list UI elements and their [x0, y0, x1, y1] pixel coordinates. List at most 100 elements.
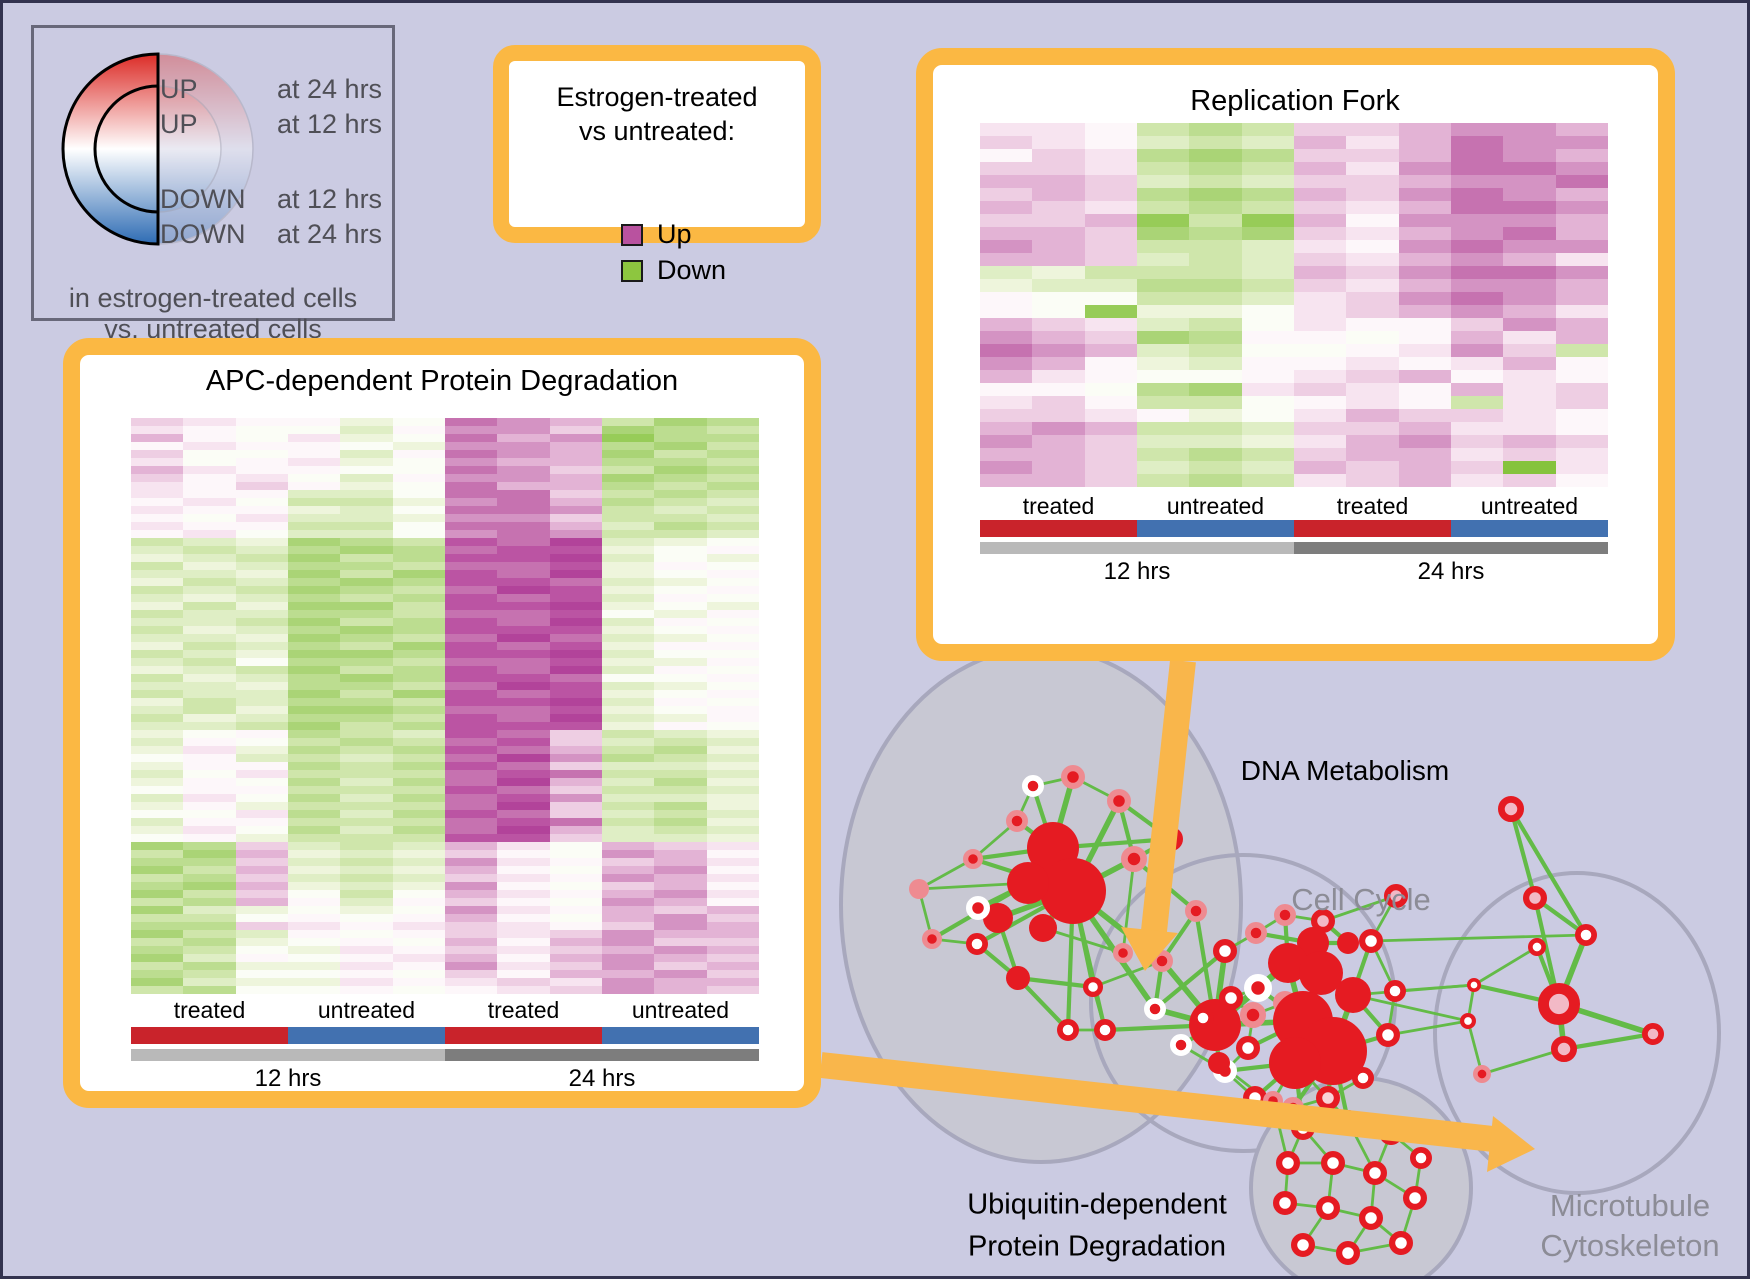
gene-set-node	[1121, 846, 1148, 873]
gene-set-node	[1290, 1232, 1315, 1257]
cluster-label: Cytoskeleton	[1540, 1228, 1720, 1263]
condition-bar-segment	[602, 1027, 759, 1044]
heatmap-row	[131, 826, 759, 834]
gene-set-node	[1315, 1085, 1340, 1110]
apc-panel-title: APC-dependent Protein Degradation	[205, 365, 679, 397]
cluster-label: Protein Degradation	[968, 1230, 1226, 1263]
gene-set-node	[1208, 1052, 1230, 1074]
heatmap-row	[131, 618, 759, 626]
heatmap-row	[131, 626, 759, 634]
ring-half	[93, 84, 160, 214]
heatmap-row	[131, 866, 759, 874]
heatmap-row	[131, 794, 759, 802]
ring-half	[157, 85, 222, 213]
gene-set-node	[909, 879, 929, 899]
network-edge	[1017, 975, 1094, 990]
heatmap-row	[131, 530, 759, 538]
heatmap-row	[131, 954, 759, 962]
gene-set-node	[962, 848, 983, 869]
gene-set-node	[1537, 983, 1580, 1026]
heatmap-row	[131, 890, 759, 898]
gene-set-node	[1060, 764, 1085, 789]
heatmap-row	[131, 538, 759, 546]
heatmap-row	[980, 461, 1608, 474]
heatmap-row	[980, 201, 1608, 214]
heatmap-row	[131, 586, 759, 594]
heatmap-row	[131, 946, 759, 954]
network-edge	[918, 857, 974, 891]
gene-set-node	[1351, 1066, 1374, 1089]
heatmap-row	[131, 738, 759, 746]
gene-set-node	[1522, 885, 1547, 910]
heatmap-row	[131, 730, 759, 738]
network-edge	[1121, 858, 1136, 954]
network-edge	[1153, 949, 1227, 1011]
heatmap-row	[131, 690, 759, 698]
heatmap-row	[131, 522, 759, 530]
condition-label: treated	[1336, 493, 1409, 519]
time-bar-segment	[980, 542, 1294, 554]
condition-bar-segment	[131, 1027, 288, 1044]
gene-set-node	[1275, 1150, 1300, 1175]
heatmap-row	[131, 482, 759, 490]
gene-set-node	[1383, 883, 1408, 908]
gene-set-node	[1082, 976, 1103, 997]
gene-set-node	[1315, 1195, 1340, 1220]
time-bar-segment	[445, 1049, 759, 1061]
gene-set-node	[1244, 921, 1267, 944]
heatmap-row	[980, 344, 1608, 357]
heatmap-row	[131, 842, 759, 850]
heatmap-row	[131, 858, 759, 866]
gene-set-node	[1337, 932, 1359, 954]
heatmap-row	[131, 874, 759, 882]
rf-time-bar	[980, 542, 1608, 554]
heatmap-row	[980, 162, 1608, 175]
heatmap-row	[980, 357, 1608, 370]
gene-set-node	[965, 932, 988, 955]
rf-time-labels: 12 hrs 24 hrs	[980, 558, 1608, 586]
gene-set-node	[1335, 977, 1371, 1013]
heatmap-row	[980, 279, 1608, 292]
network-edge	[1473, 945, 1538, 987]
network-edge	[1481, 1047, 1565, 1076]
treatment-color-legend: Estrogen-treated vs untreated: Up Down	[493, 45, 821, 285]
gene-set-node	[1383, 979, 1406, 1002]
heatmap-row	[131, 786, 759, 794]
gene-set-node	[1498, 796, 1525, 823]
gene-set-node	[1268, 943, 1308, 983]
heatmap-row	[980, 383, 1608, 396]
heatmap-row	[131, 554, 759, 562]
gene-set-node	[1466, 978, 1481, 993]
heatmap-row	[980, 149, 1608, 162]
time-label: 12 hrs	[254, 1065, 322, 1092]
heatmap-row	[131, 698, 759, 706]
heatmap-row	[131, 650, 759, 658]
gene-set-node	[1272, 1190, 1297, 1215]
heatmap-row	[980, 292, 1608, 305]
treatment-legend-title1: Estrogen-treated	[556, 82, 758, 112]
condition-label: untreated	[1480, 493, 1579, 519]
heatmap-row	[131, 442, 759, 450]
ring-direction-label: UP	[160, 74, 198, 104]
gene-set-node	[1029, 914, 1057, 942]
gene-set-node	[1358, 1205, 1383, 1230]
gene-set-node	[1402, 1185, 1427, 1210]
gene-set-node	[1235, 1035, 1260, 1060]
gene-set-node	[1056, 1018, 1079, 1041]
time-bar-segment	[131, 1049, 445, 1061]
ring-color-legend: UP at 24 hrs UP at 12 hrs DOWN at 12 hrs DOWN a…	[31, 25, 395, 344]
heatmap-row	[131, 810, 759, 818]
network-edge	[1508, 808, 1538, 899]
network-edge	[1563, 1031, 1654, 1052]
heatmap-row	[131, 658, 759, 666]
network-edge	[1387, 1019, 1469, 1037]
rf-condition-labels: treated untreated treated untreated	[980, 493, 1608, 520]
heatmap-row	[131, 578, 759, 586]
gene-set-node	[1005, 809, 1028, 832]
heatmap-row	[131, 962, 759, 970]
cluster-microtubule-cytoskeleton	[1433, 871, 1721, 1195]
heatmap-row	[980, 123, 1608, 136]
gene-set-node	[1335, 1240, 1360, 1265]
heatmap-row	[131, 434, 759, 442]
gene-set-node	[1310, 908, 1335, 933]
